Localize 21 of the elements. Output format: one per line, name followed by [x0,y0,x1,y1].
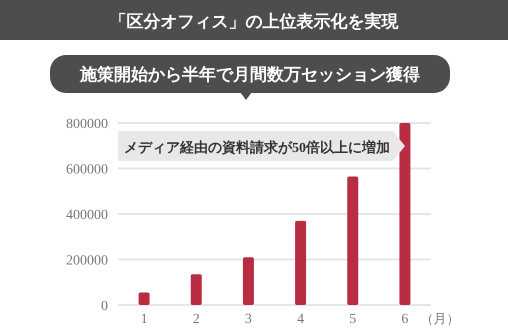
x-tick-label: 4 [297,312,304,327]
bar [190,274,202,305]
x-axis-title: （月） [420,311,460,326]
x-tick-label: 3 [244,312,252,327]
chart-title: 「区分オフィス」の上位表示化を実現 [110,12,400,31]
bar [242,257,254,305]
bar [295,220,306,305]
y-tick-label: 200000 [66,254,108,268]
y-tick-label: 0 [101,299,108,314]
x-tick-label: 1 [140,312,148,327]
annotation: メディア経由の資料請求が50倍以上に増加 [124,139,390,156]
bar [347,176,358,305]
bar [138,292,150,305]
x-tick-label: 2 [192,312,200,327]
y-tick-label: 600000 [66,162,108,178]
x-tick-label: 6 [401,312,408,327]
y-tick-label: 400000 [66,208,108,223]
y-tick-label: 800000 [66,117,108,132]
bar [399,123,410,305]
x-tick-label: 5 [349,312,356,327]
chart-subtitle: 施策開始から半年で月間数万セッション獲得 [79,65,420,84]
